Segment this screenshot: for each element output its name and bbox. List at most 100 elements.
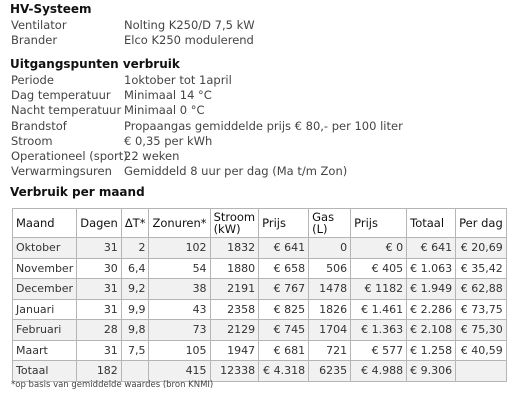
table-cell: 1880 — [209, 257, 260, 279]
table-cell: 9,8 — [120, 319, 150, 341]
table-cell: 182 — [76, 360, 122, 382]
hv-systeem-list: Ventilator Nolting K250/D 7,5 kW Brander… — [11, 18, 511, 48]
up-value: Minimaal 0 °C — [124, 103, 205, 118]
table-cell: € 767 — [258, 278, 310, 300]
table-cell: € 20,69 — [455, 237, 507, 259]
table-cell: € 1.363 — [350, 319, 408, 341]
footnote: *op basis van gemiddelde waardes (bron K… — [11, 380, 214, 390]
table-cell: Oktober — [11, 237, 78, 259]
table-cell: € 681 — [258, 339, 310, 361]
up-label: Nacht temperatuur — [11, 103, 122, 118]
table-cell: 1947 — [209, 339, 260, 361]
table-cell: 2358 — [209, 298, 260, 320]
table-row: December 31 9,2 38 2191 € 767 1478 € 1182 € 1.94… — [11, 278, 507, 300]
table-cell: 6,4 — [120, 257, 150, 279]
table-cell: December — [11, 278, 78, 300]
up-label: Operationeel (sport) — [11, 148, 128, 163]
table-cell: € 1.949 — [406, 278, 457, 300]
column-header: Dagen — [76, 208, 122, 238]
up-value: € 0,35 per kWh — [124, 133, 213, 148]
table-cell: € 1.063 — [406, 257, 457, 279]
up-label: Dag temperatuur — [11, 88, 111, 103]
table-row: Februari 28 9,8 73 2129 € 745 1704 € 1.363 € 2.1… — [11, 319, 507, 341]
table-cell — [120, 360, 150, 382]
table-cell: 721 — [308, 339, 352, 361]
table-header-row: Maand Dagen ΔT* Zonuren* Stroom (kW) Pri… — [11, 208, 507, 238]
table-row: Oktober 31 2 102 1832 € 641 0 € 0 € 641 € 20,69 — [11, 237, 507, 259]
table-cell: 28 — [76, 319, 122, 341]
up-value: Minimaal 14 °C — [124, 88, 212, 103]
table-cell: 102 — [148, 237, 211, 259]
table-cell: 9,9 — [120, 298, 150, 320]
table-cell: 415 — [148, 360, 211, 382]
up-row-nacht-temperatuur: Nacht temperatuur Minimaal 0 °C — [11, 103, 511, 118]
table-cell: 2129 — [209, 319, 260, 341]
column-header: ΔT* — [120, 208, 150, 238]
column-header: Zonuren* — [148, 208, 211, 238]
column-header: Gas (L) — [308, 208, 352, 238]
table-cell: 7,5 — [120, 339, 150, 361]
table-cell: 506 — [308, 257, 352, 279]
table-cell: 31 — [76, 339, 122, 361]
table-cell: € 1182 — [350, 278, 408, 300]
hv-row-brander: Brander Elco K250 modulerend — [11, 33, 511, 48]
up-label: Verwarmingsuren — [11, 164, 112, 179]
up-value: Gemiddeld 8 uur per dag (Ma t/m Zon) — [124, 164, 348, 179]
table-cell: € 4.988 — [350, 360, 408, 382]
up-value: 22 weken — [124, 148, 180, 163]
up-row-operationeel: Operationeel (sport) 22 weken — [11, 149, 511, 164]
column-header: Prijs — [258, 208, 310, 238]
verbruik-table: Maand Dagen ΔT* Zonuren* Stroom (kW) Pri… — [11, 208, 507, 382]
column-header: Stroom (kW) — [209, 208, 260, 238]
hv-label: Ventilator — [11, 18, 67, 32]
table-cell: Maart — [11, 339, 78, 361]
table-cell: 2191 — [209, 278, 260, 300]
table-cell: 9,2 — [120, 278, 150, 300]
up-row-dag-temperatuur: Dag temperatuur Minimaal 14 °C — [11, 88, 511, 103]
up-row-brandstof: Brandstof Propaangas gemiddelde prijs € … — [11, 119, 511, 134]
column-header: Prijs — [350, 208, 408, 238]
table-cell: Januari — [11, 298, 78, 320]
table-cell: 105 — [148, 339, 211, 361]
table-cell: 54 — [148, 257, 211, 279]
table-cell: € 35,42 — [455, 257, 507, 279]
table-cell: € 0 — [350, 237, 408, 259]
table-cell: € 73,75 — [455, 298, 507, 320]
column-header: Maand — [11, 208, 78, 238]
table-cell: 12338 — [209, 360, 260, 382]
hv-row-ventilator: Ventilator Nolting K250/D 7,5 kW — [11, 18, 511, 33]
up-row-stroom: Stroom € 0,35 per kWh — [11, 134, 511, 149]
up-row-verwarmingsuren: Verwarmingsuren Gemiddeld 8 uur per dag … — [11, 164, 511, 179]
table-cell: € 62,88 — [455, 278, 507, 300]
verbruik-title: Verbruik per maand — [10, 185, 145, 199]
table-cell — [455, 360, 507, 382]
table-cell: 31 — [76, 278, 122, 300]
table-cell: 0 — [308, 237, 352, 259]
table-cell: € 2.108 — [406, 319, 457, 341]
table-cell: € 4.318 — [258, 360, 310, 382]
up-value: Propaangas gemiddelde prijs € 80,- per 1… — [124, 118, 403, 133]
up-label: Periode — [11, 73, 54, 87]
up-label: Stroom — [11, 133, 53, 148]
table-cell: € 641 — [406, 237, 457, 259]
table-row: Maart 31 7,5 105 1947 € 681 721 € 577 € 1.258 € 4… — [11, 339, 507, 361]
hv-systeem-title: HV-Systeem — [10, 2, 92, 16]
uitgangspunten-list: Periode 1oktober tot 1april Dag temperat… — [11, 73, 511, 179]
table-cell: € 2.286 — [406, 298, 457, 320]
table-cell: € 745 — [258, 319, 310, 341]
table-cell: € 75,30 — [455, 319, 507, 341]
table-cell: 43 — [148, 298, 211, 320]
hv-value: Nolting K250/D 7,5 kW — [124, 18, 255, 32]
table-cell: € 577 — [350, 339, 408, 361]
table-cell: € 825 — [258, 298, 310, 320]
table-cell: Totaal — [11, 360, 78, 382]
table-cell: € 1.258 — [406, 339, 457, 361]
table-cell: 73 — [148, 319, 211, 341]
table-cell: € 1.461 — [350, 298, 408, 320]
table-cell: 1832 — [209, 237, 260, 259]
table-cell: 6235 — [308, 360, 352, 382]
table-row: Januari 31 9,9 43 2358 € 825 1826 € 1.461 € 2.28… — [11, 298, 507, 320]
table-cell: November — [11, 257, 78, 279]
table-cell: € 40,59 — [455, 339, 507, 361]
up-label: Brandstof — [11, 118, 67, 133]
